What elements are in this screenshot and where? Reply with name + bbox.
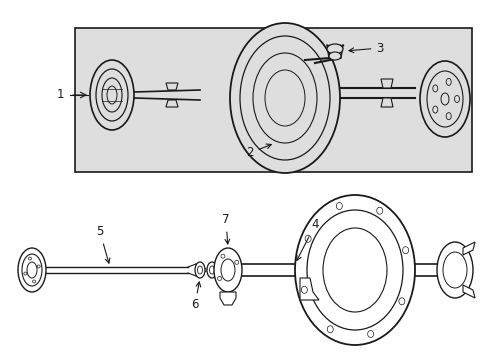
Ellipse shape	[328, 52, 340, 60]
Ellipse shape	[419, 61, 469, 137]
Ellipse shape	[90, 60, 134, 130]
Polygon shape	[380, 98, 392, 107]
Ellipse shape	[294, 195, 414, 345]
Ellipse shape	[252, 53, 316, 143]
Ellipse shape	[206, 262, 217, 278]
Polygon shape	[299, 278, 318, 300]
Ellipse shape	[214, 248, 242, 292]
Polygon shape	[380, 79, 392, 88]
Ellipse shape	[229, 23, 339, 173]
Polygon shape	[462, 285, 474, 298]
Bar	[75, 28, 471, 172]
Ellipse shape	[436, 242, 472, 298]
Polygon shape	[165, 100, 178, 107]
Ellipse shape	[22, 254, 42, 286]
Ellipse shape	[209, 266, 214, 274]
Text: 2: 2	[246, 144, 271, 159]
Text: 6: 6	[191, 282, 200, 311]
Ellipse shape	[442, 252, 466, 288]
Text: 3: 3	[348, 41, 383, 54]
Polygon shape	[165, 83, 178, 90]
Text: 1: 1	[56, 89, 63, 102]
Ellipse shape	[326, 44, 342, 54]
Text: 4: 4	[296, 219, 318, 260]
Polygon shape	[220, 292, 236, 305]
Ellipse shape	[96, 69, 128, 121]
Ellipse shape	[240, 36, 329, 160]
Ellipse shape	[195, 262, 204, 278]
Polygon shape	[462, 242, 474, 255]
Ellipse shape	[102, 78, 122, 112]
Text: 7: 7	[222, 213, 229, 244]
Ellipse shape	[107, 86, 117, 104]
Ellipse shape	[18, 248, 46, 292]
Ellipse shape	[197, 266, 202, 274]
Ellipse shape	[306, 210, 402, 330]
Ellipse shape	[426, 71, 462, 127]
Ellipse shape	[221, 259, 235, 281]
Ellipse shape	[323, 228, 386, 312]
Ellipse shape	[27, 262, 37, 278]
Ellipse shape	[264, 70, 305, 126]
Text: 5: 5	[96, 225, 110, 263]
